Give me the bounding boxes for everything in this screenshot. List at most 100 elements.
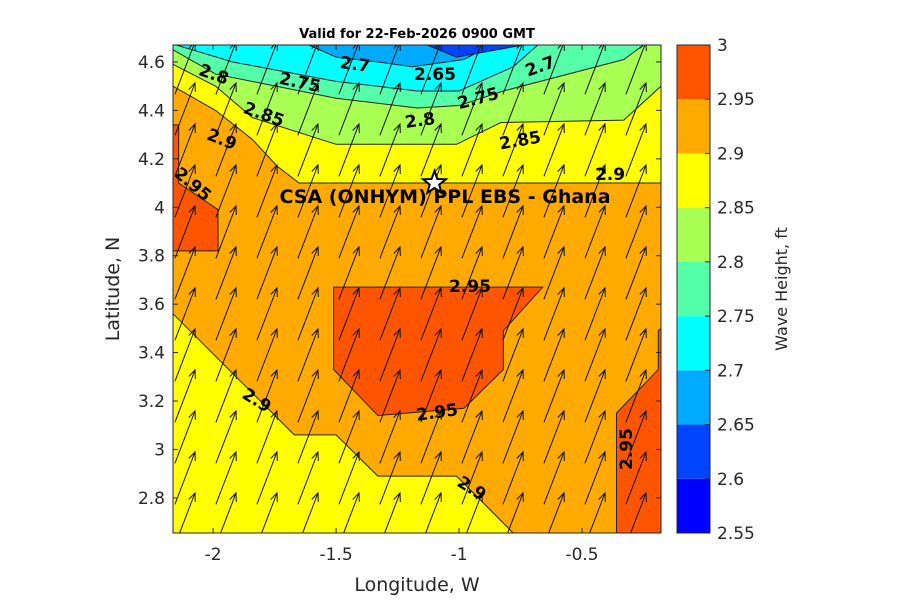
y-axis-label: Latitude, N <box>102 237 124 342</box>
direction-arrow <box>298 575 318 600</box>
arrow-head <box>188 81 196 93</box>
direction-arrow <box>584 122 606 177</box>
colorbar-swatch <box>677 99 710 154</box>
arrow-head <box>434 327 442 339</box>
arrow-shaft <box>461 410 483 464</box>
direction-arrow <box>297 368 319 423</box>
arrow-shaft <box>297 123 319 177</box>
arrow-head <box>311 245 319 257</box>
chart-title: Valid for 22-Feb-2026 0900 GMT <box>299 27 535 42</box>
arrow-shaft <box>174 123 196 177</box>
arrow-shaft <box>502 246 524 300</box>
contour-label: 2.95 <box>449 277 491 297</box>
direction-arrow <box>338 122 360 177</box>
arrow-shaft <box>420 369 442 423</box>
direction-arrow <box>667 534 687 586</box>
arrow-shaft <box>256 123 278 177</box>
arrow-shaft <box>584 164 606 218</box>
arrow-shaft <box>175 575 195 600</box>
colorbar-label: Wave Height, ft <box>772 227 791 351</box>
direction-arrow <box>379 45 401 95</box>
arrow-shaft <box>584 205 606 259</box>
arrow-head <box>352 204 360 216</box>
arrow-shaft <box>502 164 524 218</box>
direction-arrow <box>502 81 524 136</box>
direction-arrow <box>584 245 606 300</box>
arrow-head <box>441 532 442 533</box>
arrow-shaft <box>503 575 523 600</box>
arrow-head <box>188 491 196 503</box>
arrow-shaft <box>256 246 278 300</box>
arrow-shaft <box>174 369 196 423</box>
direction-arrow <box>461 45 483 95</box>
direction-arrow <box>215 45 237 95</box>
direction-arrow <box>584 163 606 218</box>
arrow-head <box>318 532 319 533</box>
arrow-head <box>434 450 442 462</box>
arrow-head <box>598 122 606 134</box>
arrow-shaft <box>384 492 401 533</box>
arrow-shaft <box>297 451 319 505</box>
arrow-shaft <box>297 45 318 95</box>
arrow-shaft <box>297 205 319 259</box>
arrow-shaft <box>461 45 482 95</box>
arrow-shaft <box>215 205 237 259</box>
arrow-head <box>434 368 442 380</box>
contour-label: 2.95 <box>617 428 637 470</box>
arrow-shaft <box>584 246 606 300</box>
y-tick-label: 3 <box>154 440 165 460</box>
direction-arrow <box>502 122 524 177</box>
arrow-shaft <box>297 369 319 423</box>
arrow-shaft <box>461 369 483 423</box>
direction-arrow <box>420 368 442 423</box>
contour-labels: 2.72.752.82.852.92.952.65 2.72.752.82.852… <box>170 52 637 505</box>
colorbar-swatch <box>677 424 710 479</box>
colorbar-tick-label: 2.9 <box>717 144 744 164</box>
direction-arrow <box>420 81 442 136</box>
direction-arrow <box>646 532 647 533</box>
arrow-shaft <box>379 410 401 464</box>
direction-arrow <box>297 450 319 505</box>
direction-arrow <box>175 575 195 600</box>
y-tick-label: 3.4 <box>138 344 165 364</box>
arrow-head <box>516 245 524 257</box>
direction-arrow <box>216 575 236 600</box>
direction-arrow <box>503 575 523 600</box>
arrow-shaft <box>256 287 278 341</box>
arrow-shaft <box>257 534 277 586</box>
arrow-head <box>639 122 647 134</box>
arrow-shaft <box>466 492 483 533</box>
direction-arrow <box>338 204 360 259</box>
arrow-shaft <box>626 575 646 600</box>
direction-arrow <box>256 81 278 136</box>
arrow-head <box>598 450 606 462</box>
direction-arrow <box>502 245 524 300</box>
direction-arrow <box>589 491 606 533</box>
arrow-head <box>270 122 278 134</box>
arrow-head <box>516 122 524 134</box>
direction-arrow <box>379 245 401 300</box>
arrow-head <box>188 409 196 421</box>
direction-arrow <box>338 409 360 464</box>
y-tick-label: 2.8 <box>138 489 165 509</box>
arrow-shaft <box>338 205 360 259</box>
direction-arrow <box>461 81 483 136</box>
arrow-shaft <box>461 164 483 218</box>
arrow-shaft <box>461 123 483 177</box>
direction-arrow <box>461 286 483 341</box>
arrow-shaft <box>256 451 278 505</box>
arrow-shaft <box>503 534 523 586</box>
arrow-head <box>352 81 360 93</box>
direction-arrow <box>174 45 196 95</box>
arrow-head <box>639 409 647 421</box>
arrow-head <box>516 450 524 462</box>
arrow-shaft <box>256 369 278 423</box>
x-tick-label: -0.5 <box>565 545 598 565</box>
arrow-shaft <box>256 410 278 464</box>
direction-arrow <box>379 286 401 341</box>
direction-arrow <box>256 409 278 464</box>
arrow-head <box>393 163 401 175</box>
x-axis-label: Longitude, W <box>354 574 480 596</box>
arrow-shaft <box>543 205 565 259</box>
